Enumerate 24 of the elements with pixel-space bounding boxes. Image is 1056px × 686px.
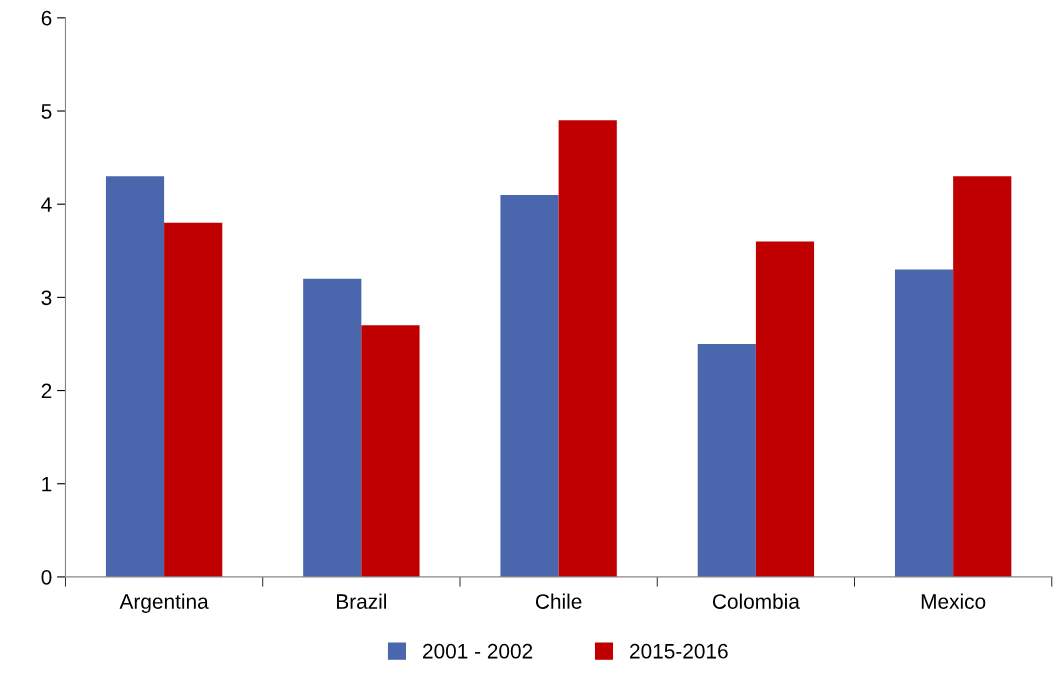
y-tick-label: 4 (41, 197, 52, 212)
x-tick-label: Argentina (119, 593, 209, 614)
y-tick-label: 3 (41, 290, 52, 306)
bar (894, 269, 954, 577)
bar (105, 176, 165, 577)
bar (755, 241, 815, 577)
bar (953, 176, 1012, 577)
y-tick-label: 5 (41, 104, 52, 119)
y-tick-label: 1 (42, 476, 52, 492)
legend-label: 2015-2016 (630, 643, 728, 659)
x-tick-label: Brazil (337, 593, 387, 609)
bar (361, 325, 420, 577)
bar (697, 343, 756, 577)
x-tick-label: Colombia (712, 593, 800, 609)
legend-label: 2001 - 2002 (423, 643, 533, 659)
y-tick-label: 2 (41, 383, 52, 399)
y-tick-label: 0 (41, 569, 52, 585)
x-tick-label: Chile (535, 593, 582, 609)
y-tick-label: 6 (41, 10, 52, 26)
bar (303, 278, 362, 577)
x-tick-label: Mexico (921, 593, 986, 609)
bar (164, 222, 223, 577)
bar (500, 194, 559, 577)
bar (558, 120, 617, 577)
